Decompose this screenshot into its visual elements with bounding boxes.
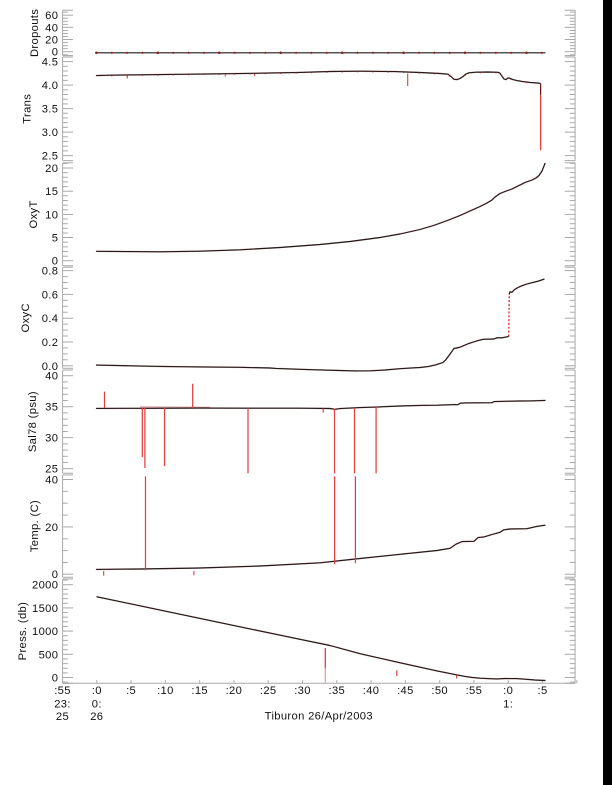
svg-text::25: :25 bbox=[260, 685, 277, 697]
svg-text:3.5: 3.5 bbox=[42, 104, 59, 116]
svg-text:Tiburon 26/Apr/2003: Tiburon 26/Apr/2003 bbox=[265, 710, 373, 722]
svg-text:0.2: 0.2 bbox=[42, 337, 59, 349]
svg-text:0:: 0: bbox=[92, 698, 102, 710]
svg-text:1000: 1000 bbox=[32, 626, 58, 638]
svg-text:40: 40 bbox=[45, 371, 58, 383]
svg-text:30: 30 bbox=[45, 433, 58, 445]
svg-text:Trans: Trans bbox=[22, 94, 34, 124]
svg-text::20: :20 bbox=[226, 685, 243, 697]
svg-text:1500: 1500 bbox=[32, 603, 58, 615]
svg-text::0: :0 bbox=[503, 685, 513, 697]
svg-text:15: 15 bbox=[45, 186, 58, 198]
svg-text::30: :30 bbox=[294, 685, 311, 697]
svg-text::35: :35 bbox=[328, 685, 345, 697]
svg-text:Dropouts: Dropouts bbox=[29, 9, 41, 57]
svg-text::5: :5 bbox=[537, 685, 547, 697]
svg-text::45: :45 bbox=[397, 685, 414, 697]
svg-text:0: 0 bbox=[52, 47, 59, 59]
svg-text::10: :10 bbox=[157, 685, 174, 697]
svg-text:2.5: 2.5 bbox=[42, 151, 59, 163]
svg-text::55: :55 bbox=[466, 685, 483, 697]
svg-text::40: :40 bbox=[363, 685, 380, 697]
svg-text:25: 25 bbox=[45, 464, 58, 476]
svg-text:25: 25 bbox=[56, 711, 69, 723]
svg-text:4.0: 4.0 bbox=[42, 80, 59, 92]
svg-text:23:: 23: bbox=[54, 698, 71, 710]
svg-text:10: 10 bbox=[45, 209, 58, 221]
svg-text:2000: 2000 bbox=[32, 580, 58, 592]
svg-text:0: 0 bbox=[52, 673, 59, 685]
svg-text:Press. (db): Press. (db) bbox=[17, 602, 29, 661]
svg-text:500: 500 bbox=[39, 649, 59, 661]
svg-text:20: 20 bbox=[45, 163, 58, 175]
svg-text:0.0: 0.0 bbox=[42, 361, 59, 373]
svg-text:40: 40 bbox=[45, 475, 58, 487]
svg-text:4.5: 4.5 bbox=[42, 57, 59, 69]
svg-text:0: 0 bbox=[52, 256, 59, 268]
svg-text:20: 20 bbox=[45, 522, 58, 534]
svg-text::55: :55 bbox=[54, 685, 71, 697]
svg-text:0.6: 0.6 bbox=[42, 289, 59, 301]
svg-text:Sal78 (psu): Sal78 (psu) bbox=[27, 391, 39, 452]
svg-text:40: 40 bbox=[45, 22, 58, 34]
svg-text:60: 60 bbox=[45, 10, 58, 22]
svg-text:26: 26 bbox=[90, 711, 103, 723]
svg-text:OxyC: OxyC bbox=[20, 303, 32, 332]
svg-text:20: 20 bbox=[45, 35, 58, 47]
svg-text::5: :5 bbox=[126, 685, 136, 697]
svg-text::15: :15 bbox=[191, 685, 208, 697]
svg-text:5: 5 bbox=[52, 233, 59, 245]
svg-text:3.0: 3.0 bbox=[42, 127, 59, 139]
svg-text::0: :0 bbox=[92, 685, 102, 697]
svg-text:0: 0 bbox=[52, 569, 59, 581]
svg-text::50: :50 bbox=[431, 685, 448, 697]
svg-text:0.4: 0.4 bbox=[42, 313, 59, 325]
svg-text:1:: 1: bbox=[503, 698, 513, 710]
svg-text:0.8: 0.8 bbox=[42, 266, 59, 278]
svg-text:OxyT: OxyT bbox=[28, 200, 40, 228]
svg-text:35: 35 bbox=[45, 402, 58, 414]
svg-text:Temp. (C): Temp. (C) bbox=[29, 500, 41, 552]
